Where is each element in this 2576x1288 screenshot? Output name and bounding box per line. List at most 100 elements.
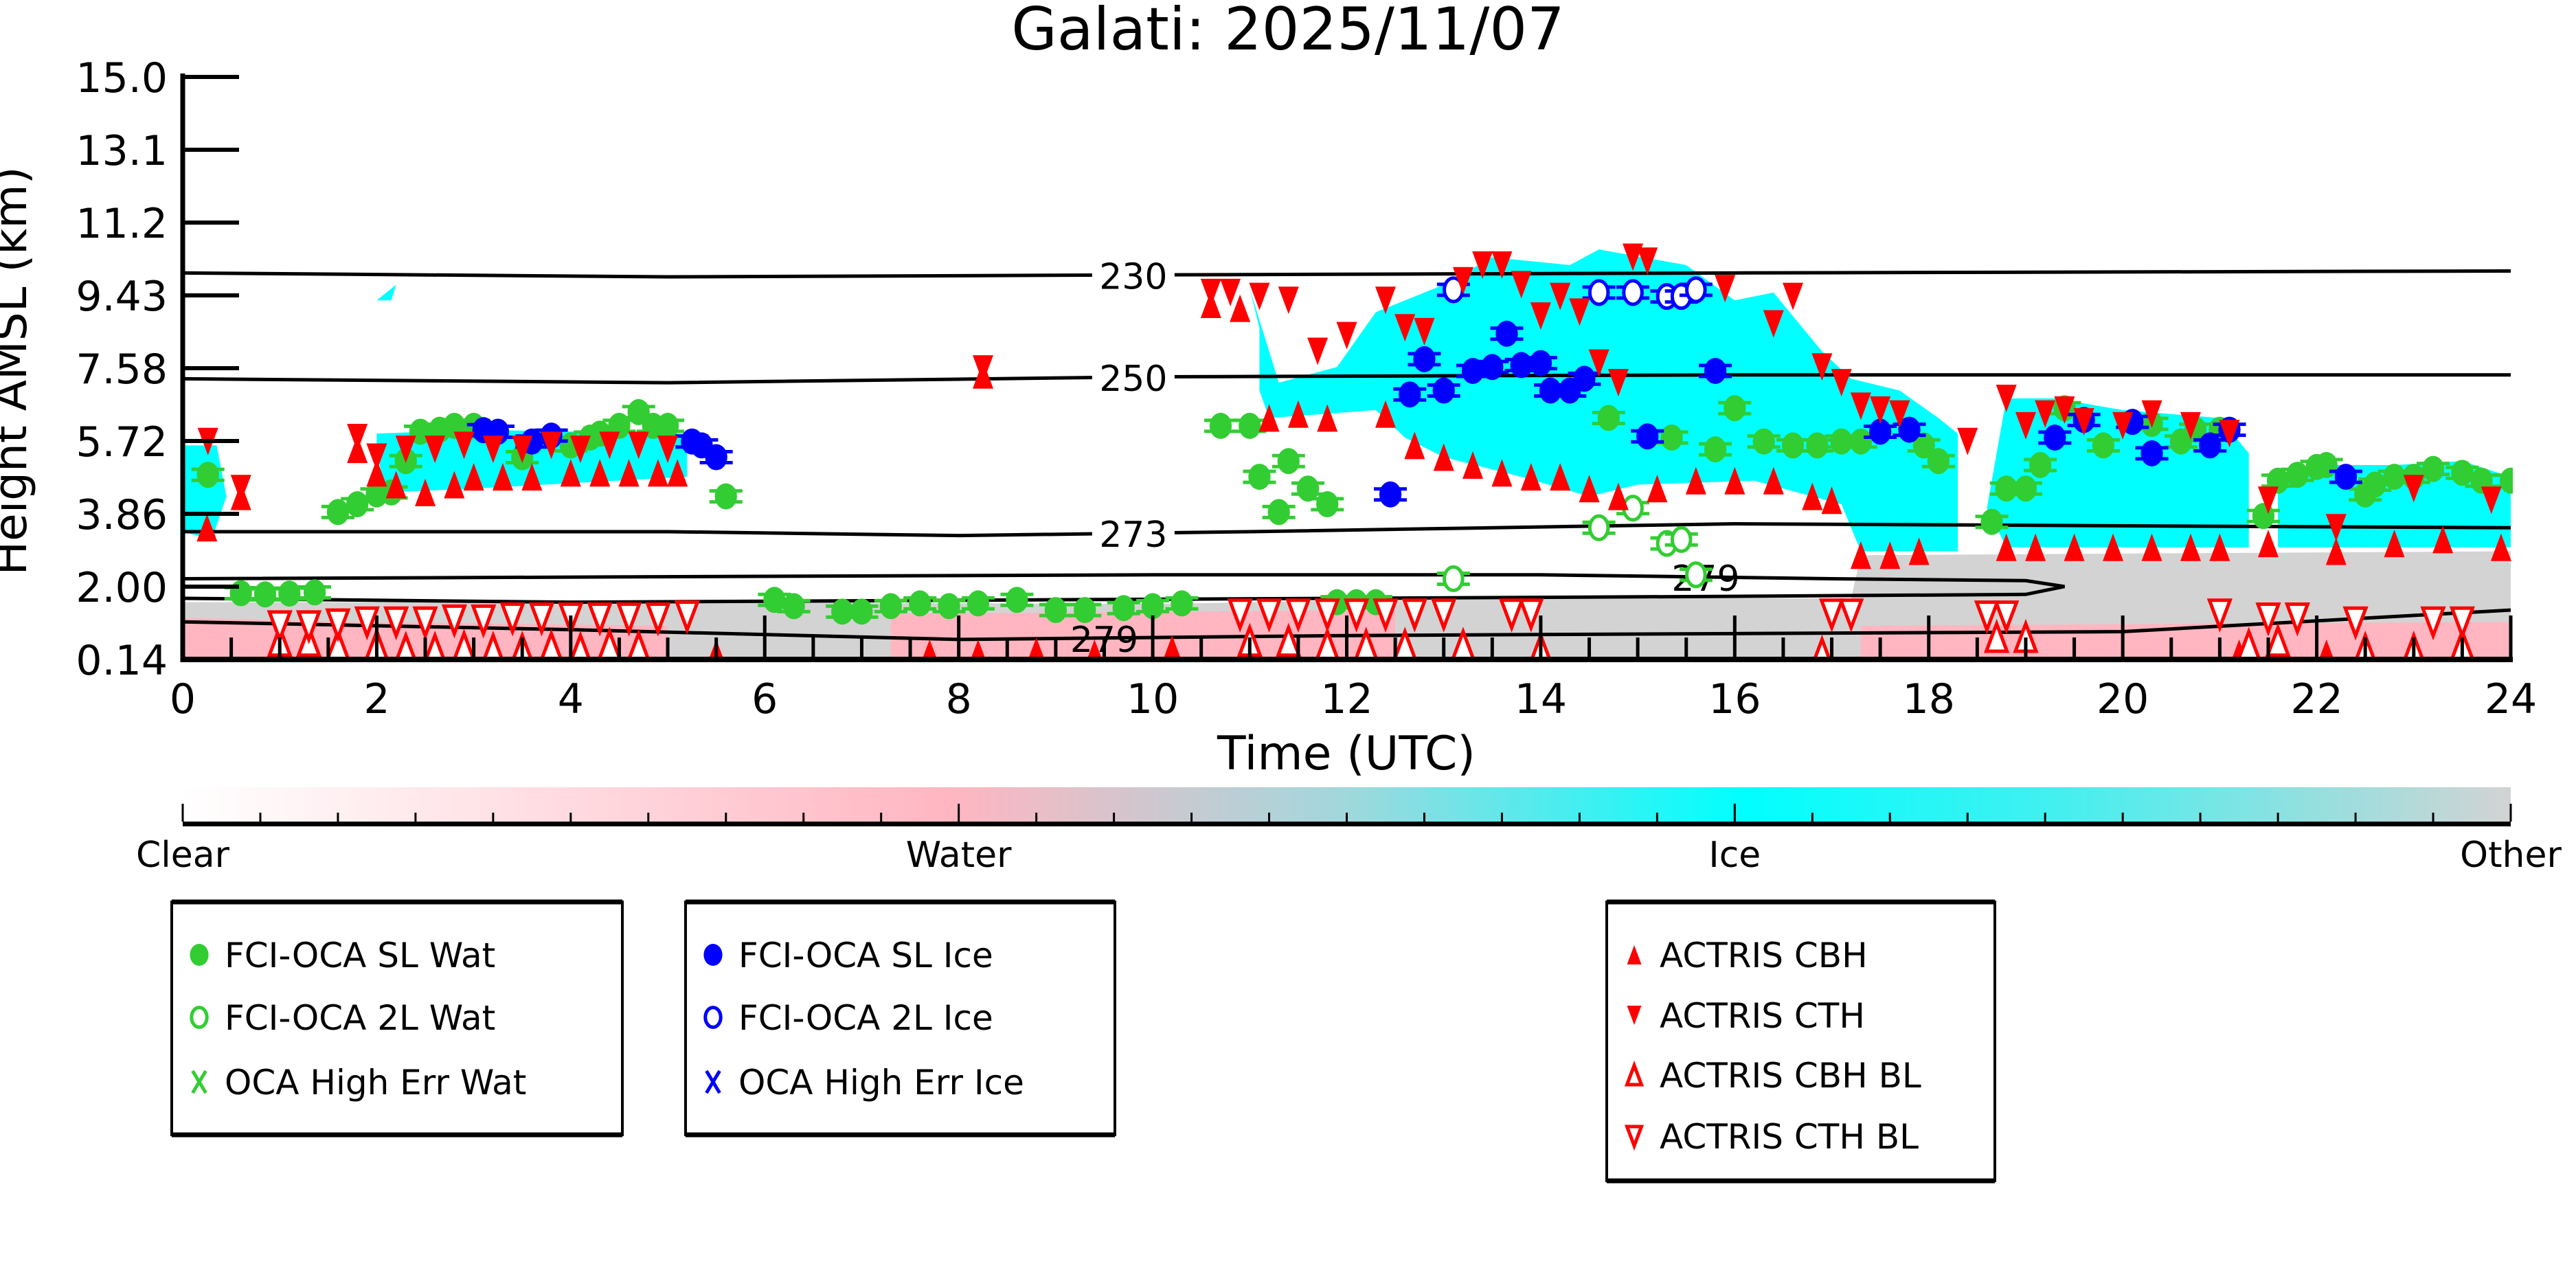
- actris-cth-bl-point: [1227, 598, 1253, 633]
- actris-cbh-point: [1375, 400, 1396, 428]
- fci-oca-sl-ice-legend-marker: [703, 944, 723, 966]
- fci-oca-2l-ice-point: [1685, 276, 1707, 304]
- actris-cth-point: [1336, 321, 1357, 350]
- legend-frame: [1605, 901, 1996, 1182]
- actris-cth-point: [972, 355, 993, 383]
- colorbar: Clear Water Ice Other: [136, 787, 2562, 876]
- legend-label: FCI-OCA 2L Wat: [225, 998, 495, 1038]
- fci-oca-sl-wat-point: [1830, 428, 1853, 455]
- fci-oca-sl-wat-point: [1806, 432, 1829, 459]
- actris-cbh-point: [521, 463, 543, 491]
- fci-oca-sl-wat-point: [1044, 597, 1067, 624]
- actris-cth-point: [1200, 278, 1221, 306]
- fci-oca-sl-wat-point: [2364, 471, 2386, 498]
- actris-cth-bl-point: [1344, 598, 1370, 633]
- actris-cth-point: [453, 431, 475, 460]
- fci-oca-sl-ice-point: [1704, 357, 1727, 384]
- fci-oca-sl-wat-point: [850, 598, 873, 625]
- actris-cbh-point: [2180, 533, 2202, 561]
- fci-oca-sl-ice-point: [2199, 432, 2222, 459]
- fci-oca-sl-wat-point: [1267, 499, 1290, 526]
- actris-cth-bl-point: [1974, 600, 2000, 635]
- fci-oca-sl-wat-point: [196, 462, 219, 488]
- fci-oca-sl-wat-point: [2286, 462, 2309, 488]
- legend-label: OCA High Err Wat: [225, 1063, 526, 1103]
- actris-cbh-point: [922, 639, 938, 659]
- actris-cth-point: [2141, 400, 2162, 428]
- legend-label: ACTRIS CTH BL: [1660, 1117, 1919, 1157]
- fci-oca-2l-wat-legend-marker: [190, 1006, 209, 1029]
- ice-class-region: [376, 284, 396, 301]
- fci-oca-sl-ice-point: [2044, 425, 2066, 451]
- colorbar-baseline: [183, 822, 2511, 826]
- x-tick-label: 8: [946, 675, 972, 723]
- actris-cbh-point: [1607, 482, 1629, 510]
- actris-cth-point: [1850, 392, 1871, 420]
- fci-oca-sl-wat-point: [1849, 428, 1873, 455]
- fci-oca-sl-wat-point: [1995, 475, 2018, 502]
- actris-cth-bl-point: [499, 602, 526, 637]
- actris-cth-bl-point: [267, 610, 293, 645]
- x-tick-label: 20: [2097, 675, 2149, 723]
- fci-oca-sl-ice-point: [705, 444, 727, 471]
- actris-cbh-point: [970, 639, 986, 659]
- actris-cth-point: [1220, 278, 1241, 306]
- x-tick-label: 18: [1903, 675, 1955, 723]
- actris-cbh-point: [415, 478, 436, 506]
- fci-oca-sl-wat-point: [1704, 436, 1727, 463]
- actris-cth-point: [1530, 302, 1551, 330]
- actris-cbh-point: [1647, 475, 1668, 503]
- actris-cth-point: [1569, 298, 1590, 326]
- actris-cth-bl-point: [412, 606, 438, 641]
- actris-cbh-bl-point: [424, 631, 446, 659]
- actris-cbh-point: [1028, 637, 1045, 659]
- actris-cth-bl-point: [1372, 598, 1399, 633]
- y-tick-label: 7.58: [76, 346, 168, 394]
- fci-oca-sl-wat-point: [326, 499, 350, 526]
- legends: FCI-OCA SL Wat FCI-OCA 2L Wat OCA High Err…: [170, 899, 1996, 1184]
- x-tick-label: 12: [1320, 675, 1372, 723]
- fci-oca-sl-wat-point: [714, 483, 737, 510]
- y-axis-label: Height AMSL (km): [0, 167, 37, 576]
- actris-cth-point: [657, 436, 679, 464]
- isotherm-label: 250: [1099, 359, 1167, 400]
- colorbar-label-ice: Ice: [1708, 835, 1761, 876]
- fci-oca-sl-wat-point: [656, 412, 679, 439]
- oca-high-err-ice-legend-marker: [705, 1070, 721, 1094]
- fci-oca-sl-wat-point: [1171, 590, 1193, 617]
- actris-cth-bl-point: [2342, 606, 2369, 641]
- actris-cth-point: [1307, 337, 1329, 365]
- actris-cth-point: [230, 475, 251, 503]
- fci-oca-sl-ice-point: [1461, 357, 1484, 384]
- fci-oca-sl-wat-point: [2421, 455, 2445, 482]
- actris-cbh-point: [196, 514, 218, 542]
- fci-oca-sl-wat-point: [1074, 597, 1096, 624]
- fci-oca-sl-ice-point: [1481, 354, 1504, 381]
- actris-cbh-point: [1685, 466, 1706, 495]
- actris-cth-bl-point: [645, 602, 671, 637]
- actris-cth-bl-point: [587, 602, 613, 637]
- actris-cth-point: [1623, 243, 1644, 271]
- actris-cbh-point: [2490, 533, 2511, 561]
- actris-cbh-point: [2432, 526, 2454, 554]
- actris-cth-point: [1491, 251, 1513, 279]
- fci-oca-sl-ice-point: [2334, 464, 2358, 490]
- chart-title: Galati: 2025/11/07: [1011, 0, 1565, 64]
- fci-oca-sl-wat-point: [1296, 475, 1320, 502]
- actris-cth-bl-point: [1401, 598, 1427, 633]
- actris-cth-point: [482, 436, 504, 464]
- actris-cth-bl-point: [2255, 602, 2281, 637]
- actris-cbh-point: [667, 459, 688, 487]
- actris-cbh-point: [1579, 475, 1600, 503]
- actris-cth-point: [628, 431, 649, 460]
- actris-cbh-bl-point: [395, 631, 417, 659]
- legend-box-1: FCI-OCA SL Wat FCI-OCA 2L Wat OCA High Err…: [170, 899, 624, 1138]
- actris-cbh-point: [2325, 537, 2347, 565]
- actris-cth-bl-point: [674, 600, 700, 635]
- y-tick-label: 2.00: [76, 564, 168, 612]
- actris-cth-bl-point: [2206, 598, 2233, 633]
- actris-cth-bl-point: [325, 608, 351, 643]
- legend-box-2: FCI-OCA SL Ice FCI-OCA 2L Ice OCA High Err…: [684, 899, 1116, 1138]
- actris-cth-point: [1472, 251, 1493, 279]
